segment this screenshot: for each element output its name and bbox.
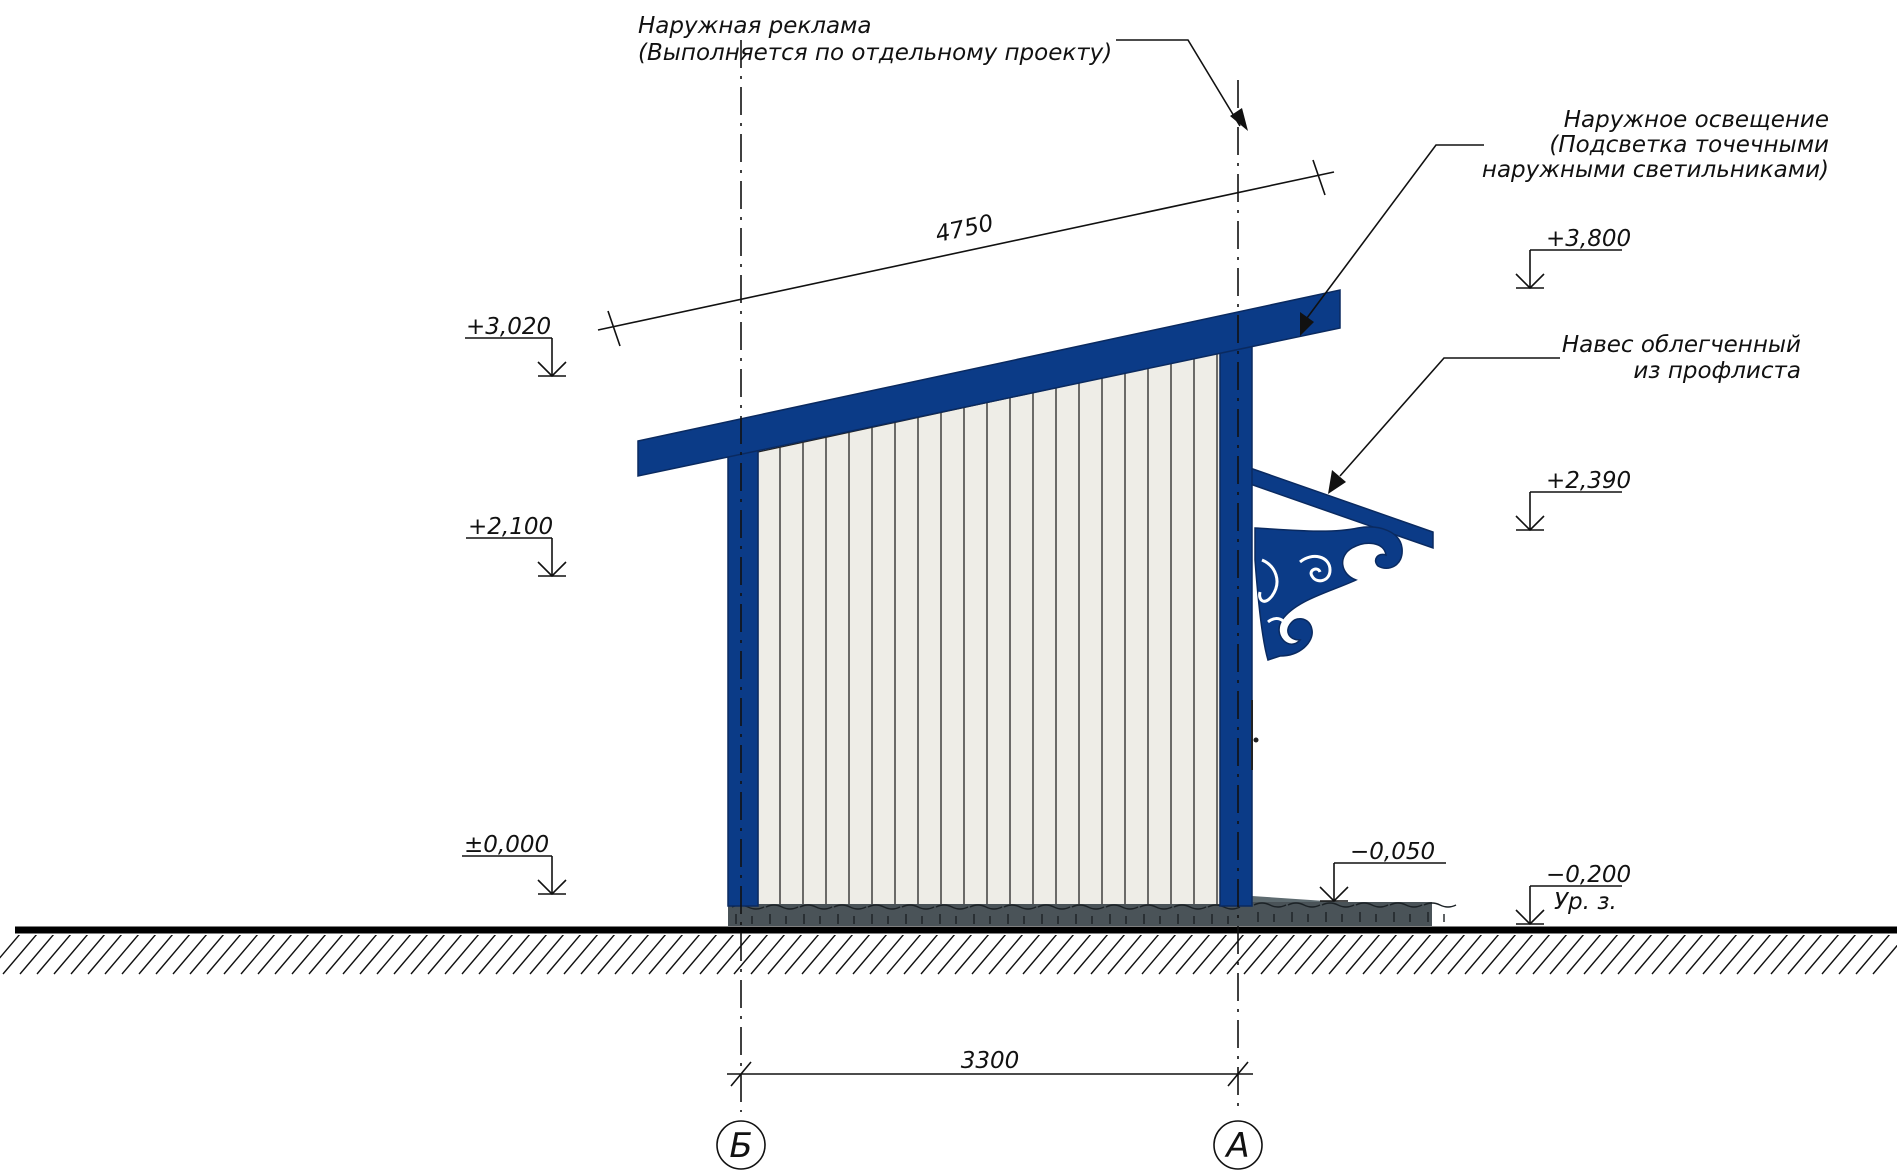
arrow-icon xyxy=(1230,108,1248,131)
ornamental-bracket xyxy=(1254,526,1403,661)
elevation-wall-top-label: +2,100 xyxy=(468,514,553,540)
arrow-icon xyxy=(1300,312,1314,336)
arrow-icon xyxy=(1328,470,1346,494)
leader-canopy: Навес облегченный из профлиста xyxy=(1328,332,1801,494)
axis-bubble-b: Б xyxy=(716,1120,766,1170)
dimension-4750-label: 4750 xyxy=(933,210,996,248)
canopy-note-line1: Навес облегченный xyxy=(1562,332,1801,358)
advertising-note-line1: Наружная реклама xyxy=(638,13,871,39)
canopy-note-line2: из профлиста xyxy=(1633,358,1801,384)
elevation-mark-floor-zero: ±0,000 xyxy=(462,832,567,896)
dimension-axis-span: 3300 xyxy=(727,1048,1253,1087)
axis-bubble-a: А xyxy=(1213,1120,1263,1170)
left-post xyxy=(727,449,759,907)
elevation-roof-left-label: +3,020 xyxy=(466,314,551,340)
lighting-note-line3: наружными светильниками) xyxy=(1482,157,1829,183)
dimension-3300-label: 3300 xyxy=(961,1048,1020,1074)
leader-advertising: Наружная реклама (Выполняется по отдельн… xyxy=(638,13,1248,131)
elevation-mark-ground: −0,200 Ур. з. xyxy=(1515,862,1631,926)
axis-circle-icon xyxy=(716,1120,766,1170)
ground-line xyxy=(0,926,1897,975)
leader-lighting: Наружное освещение (Подсветка точечными … xyxy=(1300,107,1829,336)
elevation-floor-zero-label: ±0,000 xyxy=(464,832,549,858)
elevation-mark-roof-left: +3,020 xyxy=(465,314,567,378)
elevation-ground-label: −0,200 xyxy=(1546,862,1631,888)
lighting-note-line1: Наружное освещение xyxy=(1564,107,1829,133)
axis-label-b: Б xyxy=(729,1126,752,1166)
axis-circle-icon xyxy=(1213,1120,1263,1170)
advertising-note-line2: (Выполняется по отдельному проекту) xyxy=(638,40,1112,66)
right-post xyxy=(1219,345,1253,907)
elevation-roof-right-label: +3,800 xyxy=(1546,226,1631,252)
roof-slab xyxy=(637,289,1341,477)
ground-hatching xyxy=(0,935,1897,975)
elevation-mark-roof-right: +3,800 xyxy=(1515,226,1631,290)
elevation-paving-label: −0,050 xyxy=(1350,839,1435,865)
elevation-mark-paving: −0,050 xyxy=(1319,839,1446,903)
axis-label-a: А xyxy=(1224,1126,1249,1166)
ground-level-label: Ур. з. xyxy=(1554,889,1617,915)
lighting-note-line2: (Подсветка точечными xyxy=(1549,132,1829,158)
elevation-mark-canopy: +2,390 xyxy=(1515,468,1631,532)
canopy xyxy=(1249,466,1434,661)
elevation-canopy-label: +2,390 xyxy=(1546,468,1631,494)
elevation-mark-wall-top: +2,100 xyxy=(466,514,567,578)
wall-panel xyxy=(728,351,1241,926)
